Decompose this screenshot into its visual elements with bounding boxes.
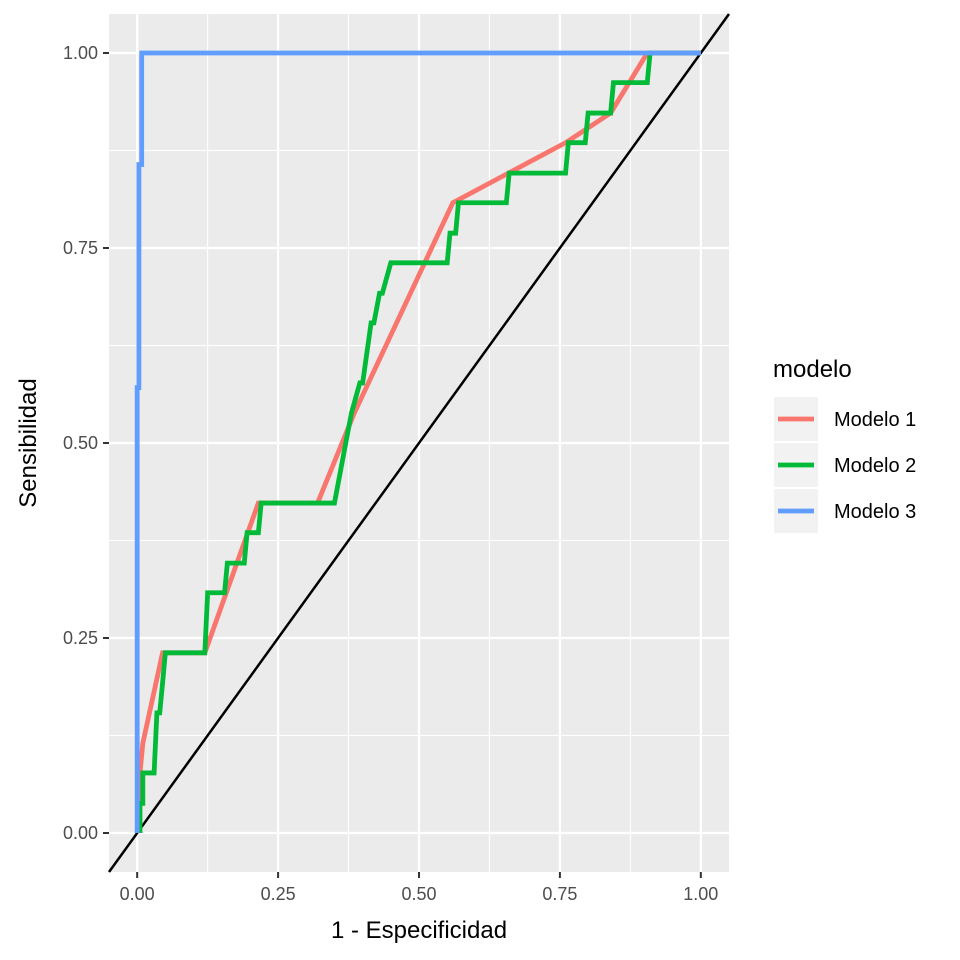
legend-label: Modelo 3 — [834, 501, 916, 523]
series-line-2 — [137, 50, 701, 833]
x-tick-label: 0.75 — [542, 884, 577, 904]
y-tick-label: 0.25 — [63, 628, 98, 648]
y-axis-ticks: 0.00 0.25 0.50 0.75 1.00 — [63, 43, 109, 843]
legend: modelo Modelo 1 Modelo 2 Modelo 3 — [773, 356, 916, 533]
x-axis-ticks: 0.00 0.25 0.50 0.75 1.00 — [120, 872, 718, 904]
y-tick-label: 1.00 — [63, 43, 98, 63]
y-tick-label: 0.00 — [63, 823, 98, 843]
x-tick-label: 1.00 — [683, 884, 718, 904]
series-line-3 — [134, 50, 701, 833]
x-tick-label: 0.50 — [401, 884, 436, 904]
x-tick-label: 0.00 — [120, 884, 155, 904]
reference-diagonal-line — [107, 13, 731, 873]
legend-title: modelo — [773, 356, 852, 383]
legend-label: Modelo 1 — [834, 409, 916, 431]
y-tick-label: 0.75 — [63, 238, 98, 258]
y-tick-label: 0.50 — [63, 433, 98, 453]
legend-label: Modelo 2 — [834, 455, 916, 477]
reference-diagonal-layer — [107, 13, 731, 873]
x-axis-title: 1 - Especificidad — [331, 917, 507, 944]
x-tick-label: 0.25 — [261, 884, 296, 904]
y-axis-title: Sensibilidad — [15, 378, 42, 507]
series-layer — [134, 50, 701, 834]
